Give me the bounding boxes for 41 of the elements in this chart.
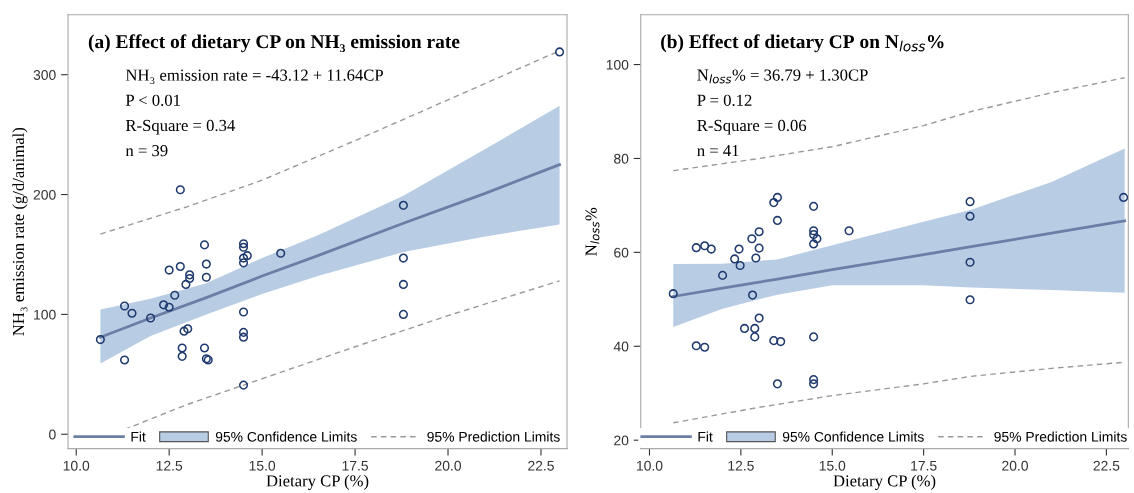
legend-label: Fit xyxy=(698,431,713,442)
legend-label: 95% Prediction Limits xyxy=(427,431,560,442)
legend-label: 95% Confidence Limits xyxy=(782,431,924,442)
annotation: P = 0.12 xyxy=(697,94,752,106)
y-tick-label: 100 xyxy=(606,59,629,70)
x-tick-label: 20.0 xyxy=(1002,460,1028,471)
legend-label: 95% Prediction Limits xyxy=(994,431,1127,442)
annotation: R-Square = 0.34 xyxy=(125,119,236,135)
y-tick-label: 200 xyxy=(33,189,56,200)
annotation: n = 39 xyxy=(125,145,168,157)
legend-label: 95% Confidence Limits xyxy=(215,431,357,442)
text: (a) Effect of dietary CP on NH₃ emission rate xyxy=(88,34,460,53)
y-tick-label: 60 xyxy=(614,247,629,258)
x-axis-title: Dietary CP (%) xyxy=(833,474,936,490)
annotation: NH₃ emission rate = -43.12 + 11.64CP xyxy=(125,69,383,85)
x-tick-label: 10.0 xyxy=(637,460,663,471)
y-tick-label: 40 xyxy=(613,341,629,352)
x-tick-label: 20.0 xyxy=(435,460,461,471)
x-tick-label: 15.0 xyxy=(249,460,276,471)
y-axis-title: NH₃ emission rate (g/d/animal) xyxy=(12,127,28,336)
x-tick-label: 22.5 xyxy=(1093,460,1120,471)
x-tick-label: 17.5 xyxy=(342,460,369,471)
y-tick-label: 20 xyxy=(614,435,629,446)
y-tick-label: 0 xyxy=(49,429,56,440)
x-tick-label: 12.5 xyxy=(728,460,754,471)
x-tick-label: 15.0 xyxy=(819,460,846,471)
x-tick-label: 22.5 xyxy=(528,460,554,471)
y-tick-label: 300 xyxy=(33,70,56,80)
x-tick-label: 10.0 xyxy=(63,460,90,471)
y-tick-label: 100 xyxy=(34,309,56,320)
annotation: P < 0.01 xyxy=(125,94,180,106)
y-axis-title: N$_{loss}$% xyxy=(585,207,600,256)
annotation: n = 41 xyxy=(697,145,739,157)
legend-label: Fit xyxy=(131,431,146,442)
annotation: R-Square = 0.06 xyxy=(697,119,807,135)
annotation: N$_{loss}$% = 36.79 + 1.30CP xyxy=(697,69,868,84)
y-tick-label: 80 xyxy=(614,153,629,164)
x-axis-title: Dietary CP (%) xyxy=(266,474,369,490)
x-tick-label: 17.5 xyxy=(911,460,937,471)
text: (b) Effect of dietary CP on N$_{loss}$% xyxy=(661,34,944,53)
x-tick-label: 12.5 xyxy=(156,460,183,471)
